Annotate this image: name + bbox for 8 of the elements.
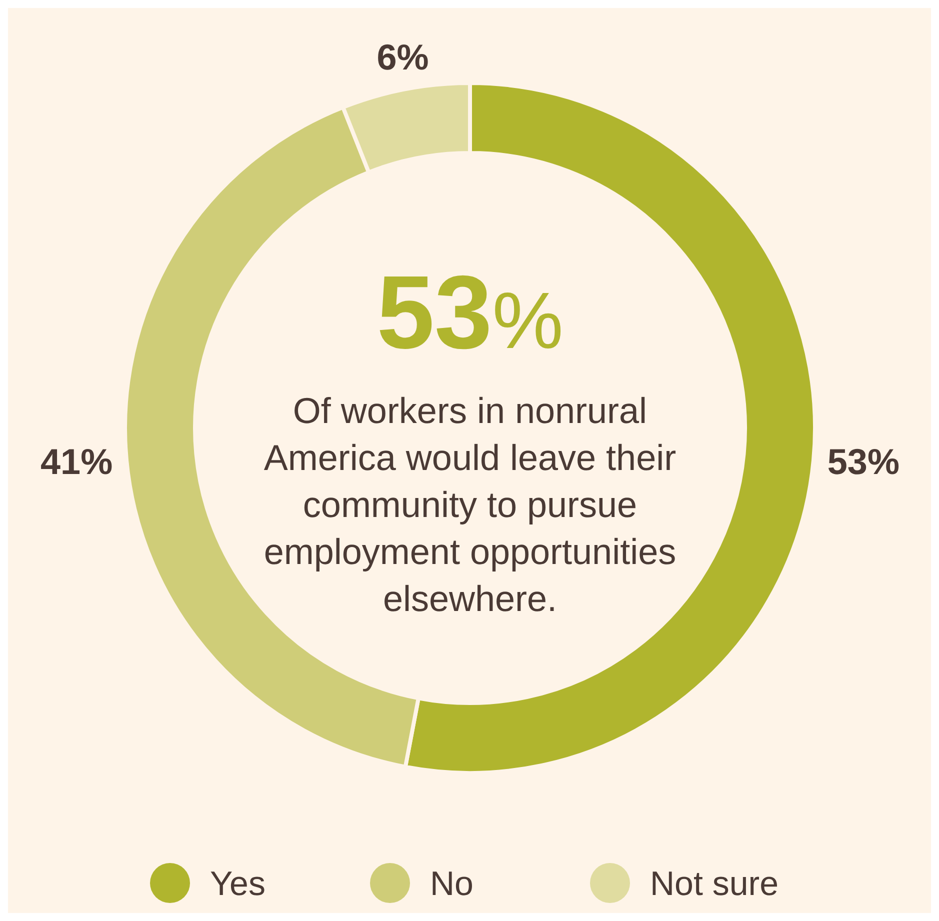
data-label: 53% [827,440,900,482]
data-label: 41% [40,440,113,482]
legend-label: Yes [210,865,266,903]
text: 53% [376,255,564,371]
data-label: 6% [376,36,429,78]
legend-label: Not sure [650,865,778,903]
legend-label: No [430,865,474,903]
text: Of workers in nonrural America would leave their community to pursue employment opportunities elsewhere. [264,390,676,619]
